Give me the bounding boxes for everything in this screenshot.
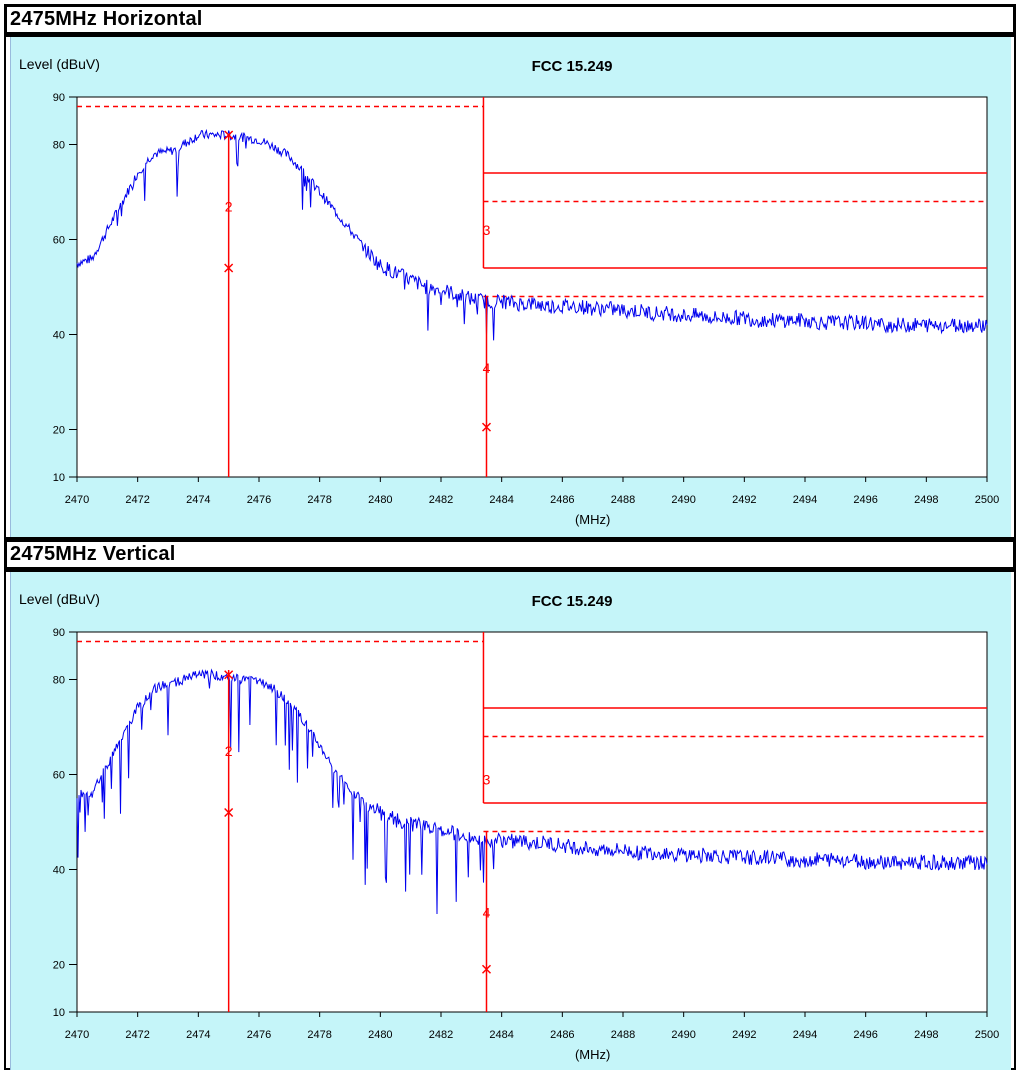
x-tick-label: 2476: [247, 494, 271, 506]
x-tick-label: 2470: [65, 1029, 89, 1041]
y-tick-label: 90: [53, 627, 65, 639]
x-tick-label: 2480: [368, 1029, 392, 1041]
x-tick-label: 2480: [368, 494, 392, 506]
marker-label: 2: [225, 198, 233, 214]
y-tick-label: 40: [53, 865, 65, 877]
x-tick-label: 2498: [914, 1029, 938, 1041]
chart-title: FCC 15.249: [532, 593, 613, 610]
y-tick-label: 60: [53, 770, 65, 782]
x-tick-label: 2488: [611, 1029, 635, 1041]
chart-frame: FCC 15.249 Level (dBuV) (MHz) 10 20 40 60 80 90 2…: [4, 572, 1016, 1070]
x-tick-label: 2492: [732, 1029, 756, 1041]
x-tick-label: 2494: [793, 1029, 817, 1041]
marker-label: 4: [483, 904, 491, 920]
x-tick-label: 2500: [975, 494, 999, 506]
x-tick-label: 2478: [307, 1029, 331, 1041]
x-tick-label: 2496: [853, 1029, 877, 1041]
section-divider: [4, 32, 1016, 37]
section-divider: [4, 567, 1016, 572]
x-tick-label: 2486: [550, 494, 574, 506]
x-tick-label: 2484: [489, 1029, 513, 1041]
x-tick-label: 2486: [550, 1029, 574, 1041]
x-tick-label: 2490: [671, 1029, 695, 1041]
section-header: 2475MHz Vertical: [4, 539, 1016, 567]
x-tick-label: 2490: [671, 494, 695, 506]
y-tick-label: 20: [53, 960, 65, 972]
marker-x: [481, 422, 492, 432]
marker-label: 3: [483, 222, 491, 238]
x-tick-label: 2498: [914, 494, 938, 506]
y-axis-label: Level (dBuV): [19, 591, 100, 607]
chart-section-horizontal: 2475MHz Horizontal FCC 15.249 Level (dBuV…: [4, 4, 1016, 539]
marker-label: 2: [225, 743, 233, 759]
x-tick-label: 2472: [125, 494, 149, 506]
x-tick-label: 2482: [429, 1029, 453, 1041]
y-tick-label: 20: [53, 425, 65, 437]
x-tick-label: 2496: [853, 494, 877, 506]
section-title: 2475MHz Vertical: [10, 543, 176, 565]
section-title: 2475MHz Horizontal: [10, 8, 203, 30]
x-tick-label: 2494: [793, 494, 817, 506]
y-tick-label: 80: [53, 140, 65, 152]
plot-area: [76, 631, 988, 1013]
chart-title: FCC 15.249: [532, 58, 613, 75]
x-tick-label: 2484: [489, 494, 513, 506]
x-tick-label: 2478: [307, 494, 331, 506]
spectrum-chart: FCC 15.249 Level (dBuV) (MHz) 10 20 40 60 80 90 2…: [19, 56, 999, 527]
trace-line: [76, 128, 988, 341]
x-axis-label: (MHz): [575, 512, 610, 527]
marker-x: [481, 964, 492, 974]
marker-x: [224, 670, 234, 680]
x-tick-label: 2472: [125, 1029, 149, 1041]
x-tick-label: 2500: [975, 1029, 999, 1041]
y-tick-label: 10: [53, 472, 65, 484]
x-tick-label: 2474: [186, 494, 210, 506]
marker-label: 3: [483, 771, 491, 787]
x-tick-label: 2474: [186, 1029, 210, 1041]
x-tick-label: 2482: [429, 494, 453, 506]
chart-section-vertical: 2475MHz Vertical FCC 15.249 Level (dBuV) (…: [4, 539, 1016, 1070]
x-tick-label: 2492: [732, 494, 756, 506]
spectrum-chart: FCC 15.249 Level (dBuV) (MHz) 10 20 40 60 80 90 2…: [19, 591, 999, 1062]
y-tick-label: 10: [53, 1007, 65, 1019]
section-header: 2475MHz Horizontal: [4, 4, 1016, 32]
chart-frame: FCC 15.249 Level (dBuV) (MHz) 10 20 40 60 80 90 2…: [4, 37, 1016, 539]
plot-area: [76, 96, 988, 478]
marker-x: [224, 807, 234, 818]
x-tick-label: 2488: [611, 494, 635, 506]
x-axis-label: (MHz): [575, 1047, 610, 1062]
y-tick-label: 40: [53, 330, 65, 342]
y-tick-label: 80: [53, 675, 65, 687]
x-tick-label: 2470: [65, 494, 89, 506]
y-axis-label: Level (dBuV): [19, 56, 100, 72]
marker-x: [224, 130, 234, 140]
y-tick-label: 90: [53, 92, 65, 104]
chart-panel: FCC 15.249 Level (dBuV) (MHz) 10 20 40 60 80 90 2…: [10, 572, 1011, 1070]
y-tick-label: 60: [53, 235, 65, 247]
chart-panel: FCC 15.249 Level (dBuV) (MHz) 10 20 40 60 80 90 2…: [10, 37, 1011, 537]
marker-x: [224, 263, 234, 273]
marker-label: 4: [483, 360, 491, 376]
x-tick-label: 2476: [247, 1029, 271, 1041]
